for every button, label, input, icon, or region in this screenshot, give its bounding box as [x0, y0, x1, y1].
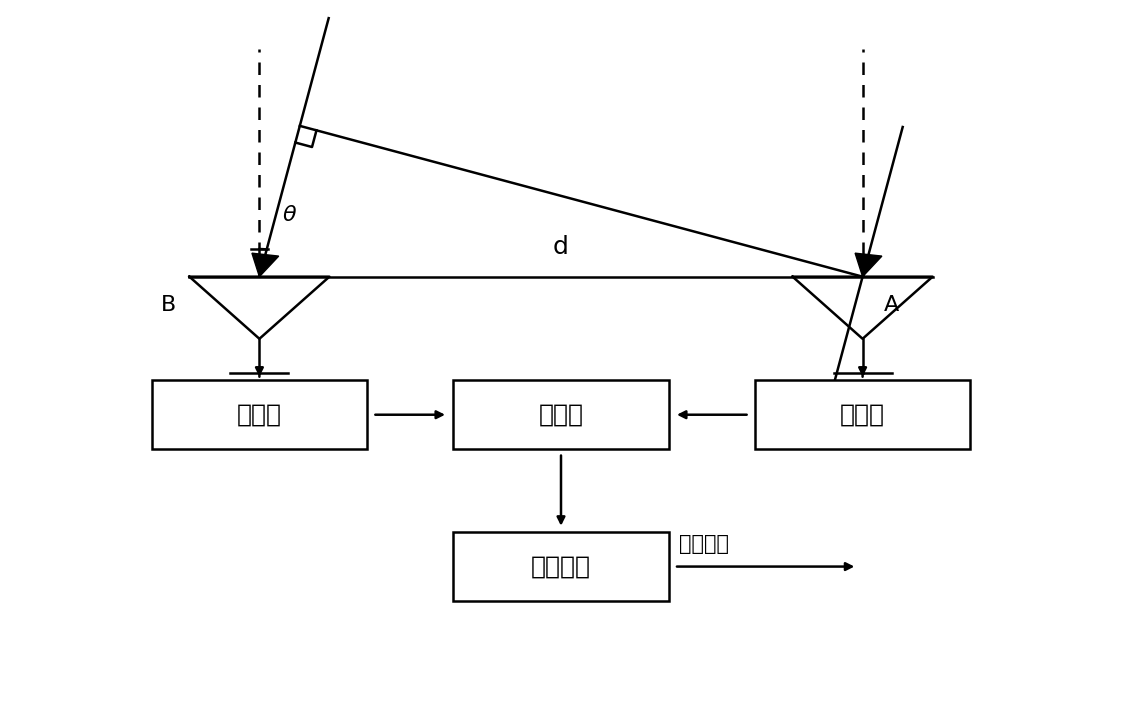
- Text: 角度变换: 角度变换: [531, 554, 591, 579]
- Text: A: A: [884, 295, 899, 315]
- Text: B: B: [162, 295, 176, 315]
- Text: d: d: [553, 235, 569, 260]
- FancyBboxPatch shape: [453, 380, 669, 449]
- Text: 鉴相器: 鉴相器: [539, 403, 583, 426]
- Polygon shape: [855, 253, 882, 277]
- Text: 接收机: 接收机: [840, 403, 885, 426]
- Text: θ: θ: [283, 205, 296, 225]
- FancyBboxPatch shape: [453, 532, 669, 601]
- FancyBboxPatch shape: [755, 380, 971, 449]
- Text: 接收机: 接收机: [237, 403, 282, 426]
- Polygon shape: [252, 253, 278, 277]
- Text: 结果输出: 结果输出: [680, 534, 729, 554]
- FancyBboxPatch shape: [151, 380, 367, 449]
